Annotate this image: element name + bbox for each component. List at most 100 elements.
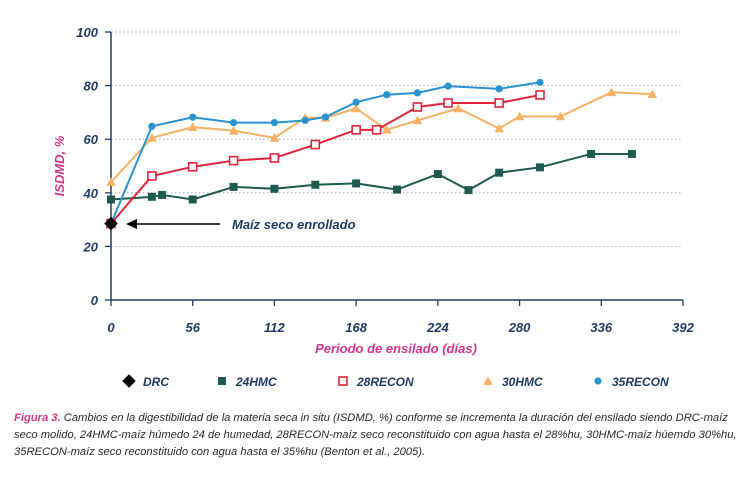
series-28recon: [106, 90, 545, 229]
data-point-24hmc: [433, 170, 442, 179]
data-point-30hmc: [494, 123, 504, 133]
figure-caption: Figura 3. Cambios en la digestibilidad d…: [14, 410, 742, 461]
data-point-35recon: [270, 118, 279, 127]
data-point-35recon: [444, 82, 452, 90]
data-point-28recon: [228, 155, 239, 166]
annotation: Maíz seco enrollado: [126, 217, 356, 232]
data-point-24hmc: [107, 195, 115, 204]
data-point-35recon: [413, 89, 422, 97]
x-axis-title: Periodo de ensilado (días): [315, 341, 477, 356]
data-point-drc: [104, 216, 118, 231]
data-point-35recon: [495, 85, 503, 93]
x-tick-label: 0: [107, 320, 115, 335]
legend-marker: [483, 376, 493, 385]
data-point-24hmc: [536, 163, 544, 172]
y-tick-label: 40: [83, 186, 99, 201]
grid-lines: [111, 31, 683, 247]
data-point-35recon: [321, 113, 330, 121]
data-point-35recon: [301, 116, 309, 125]
data-point-35recon: [148, 122, 156, 130]
y-axis-title: ISDMD, %: [52, 135, 67, 196]
y-tick-label: 20: [83, 239, 99, 254]
legend-label: 35RECON: [612, 375, 669, 389]
x-tick-label: 112: [264, 320, 285, 335]
data-point-24hmc: [393, 185, 401, 194]
data-point-24hmc: [270, 184, 279, 193]
data-point-30hmc: [147, 133, 157, 142]
data-point-28recon: [371, 125, 382, 135]
data-point-30hmc: [351, 103, 361, 113]
data-point-30hmc: [514, 111, 525, 121]
legend-marker: [218, 377, 226, 385]
axes: [105, 31, 684, 306]
y-tick-label: 100: [76, 25, 98, 40]
data-point-35recon: [536, 78, 544, 86]
data-point-30hmc: [555, 111, 566, 121]
data-point-30hmc: [269, 133, 280, 142]
data-point-35recon: [229, 118, 238, 127]
data-point-30hmc: [381, 125, 392, 134]
y-tick-label: 0: [91, 293, 99, 308]
series-drc: [104, 216, 118, 231]
legend-label: DRC: [143, 375, 169, 389]
data-point-24hmc: [229, 182, 238, 191]
x-tick-label: 168: [345, 320, 367, 335]
series-24hmc: [107, 149, 636, 204]
legend-label: 28RECON: [356, 375, 414, 389]
legend: DRC 24HMC 28RECON 30HMC 35RECON: [122, 374, 669, 389]
series-line-30hmc: [110, 91, 653, 183]
legend-item-30hmc: 30HMC: [483, 375, 543, 389]
data-point-28recon: [412, 102, 423, 112]
data-point-30hmc: [106, 177, 116, 186]
data-point-30hmc: [453, 103, 464, 113]
data-point-24hmc: [587, 149, 596, 158]
legend-marker: [594, 377, 602, 385]
data-point-24hmc: [627, 149, 636, 158]
x-tick-label: 280: [508, 320, 531, 335]
legend-item-drc: DRC: [122, 374, 169, 389]
x-tick-label: 224: [426, 320, 449, 335]
x-tick-label: 392: [672, 320, 694, 335]
data-point-30hmc: [187, 122, 198, 131]
data-point-30hmc: [647, 89, 658, 99]
legend-item-28recon: 28RECON: [338, 375, 414, 389]
legend-item-35recon: 35RECON: [594, 375, 669, 389]
annotation-arrowhead: [126, 219, 137, 229]
data-point-28recon: [443, 98, 453, 108]
data-point-30hmc: [606, 87, 617, 97]
caption-text: Cambios en la digestibilidad de la mater…: [14, 412, 737, 458]
series-group: [104, 78, 658, 231]
legend-marker: [338, 376, 348, 386]
y-tick-label: 80: [84, 79, 99, 94]
data-point-28recon: [494, 98, 504, 108]
legend-label: 30HMC: [502, 375, 543, 389]
data-point-24hmc: [311, 180, 320, 189]
data-point-28recon: [147, 171, 157, 181]
tick-labels: 0 20 40 60 80 100 0 56 112 168 224 280 336 392: [76, 25, 694, 335]
data-point-28recon: [310, 139, 321, 150]
legend-marker: [122, 374, 136, 388]
data-point-30hmc: [412, 115, 423, 125]
caption-label: Figura 3.: [14, 412, 61, 424]
data-point-35recon: [189, 113, 197, 121]
data-point-24hmc: [495, 168, 504, 177]
data-point-24hmc: [464, 186, 473, 195]
series-35recon: [107, 78, 544, 228]
data-point-28recon: [187, 162, 198, 172]
data-point-28recon: [269, 153, 280, 163]
series-line-28recon: [110, 93, 541, 225]
data-point-28recon: [535, 90, 545, 100]
x-tick-label: 56: [185, 320, 200, 335]
legend-item-24hmc: 24HMC: [218, 375, 277, 389]
data-point-24hmc: [158, 190, 167, 199]
data-point-35recon: [383, 91, 391, 99]
data-point-24hmc: [147, 192, 156, 201]
chart: 0 20 40 60 80 100 0 56 112 168 224 280 336 392 Maíz s…: [52, 25, 695, 389]
data-point-30hmc: [228, 125, 239, 135]
x-tick-label: 336: [590, 320, 612, 335]
data-point-35recon: [352, 98, 360, 106]
data-point-24hmc: [188, 195, 197, 204]
data-point-28recon: [351, 125, 361, 135]
annotation-text: Maíz seco enrollado: [232, 217, 356, 232]
legend-label: 24HMC: [235, 375, 277, 389]
